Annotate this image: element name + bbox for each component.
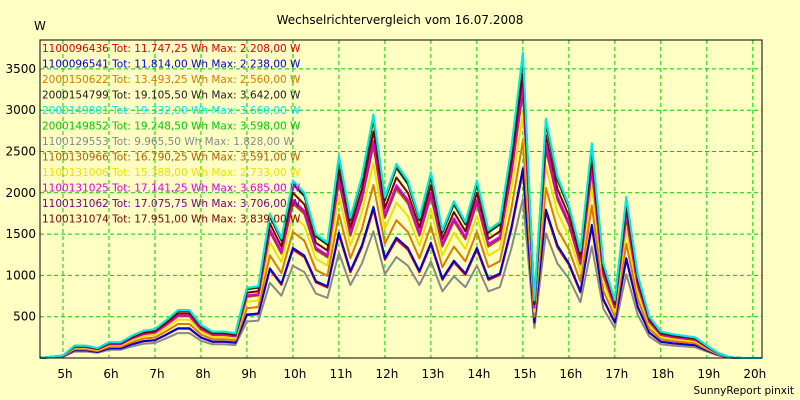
legend-entry-1100131062: 1100131062 Tot: 17.075,75 Wh Max: 3.706,…: [42, 198, 301, 210]
x-tick-label: 7h: [149, 367, 164, 381]
x-tick-label: 16h: [559, 367, 582, 381]
y-tick-label: 1500: [5, 227, 36, 241]
x-tick-label: 5h: [57, 367, 72, 381]
y-tick-label: 500: [13, 310, 36, 324]
y-tick-label: 2000: [5, 186, 36, 200]
x-tick-label: 17h: [605, 367, 628, 381]
x-tick-label: 13h: [421, 367, 444, 381]
legend: 1100096436 Tot: 11.747,25 Wh Max: 2.208,…: [42, 43, 301, 226]
legend-entry-2000154799: 2000154799 Tot: 19.105,50 Wh Max: 3.642,…: [42, 90, 301, 102]
x-tick-label: 8h: [195, 367, 210, 381]
series-line-1100096541: [39, 167, 762, 359]
x-tick-label: 11h: [329, 367, 352, 381]
legend-entry-1100131074: 1100131074 Tot: 17.951,00 Wh Max: 3.839,…: [42, 214, 301, 226]
y-axis: 500 1000 1500 2000 2500 3000 3500: [5, 62, 36, 324]
legend-entry-1100131025: 1100131025 Tot: 17.141,25 Wh Max: 3.685,…: [42, 183, 301, 195]
x-tick-label: 6h: [103, 367, 118, 381]
series-lines: [39, 51, 762, 359]
y-axis-label: W: [34, 19, 46, 33]
plot-area: [39, 39, 763, 359]
x-tick-label: 15h: [513, 367, 536, 381]
series-line-2000150622: [39, 140, 762, 359]
x-tick-label: 12h: [375, 367, 398, 381]
x-tick-label: 14h: [467, 367, 490, 381]
plot-frame: [39, 39, 763, 359]
y-tick-label: 3500: [5, 62, 36, 76]
y-tick-label: 2500: [5, 145, 36, 159]
x-tick-label: 9h: [241, 367, 256, 381]
legend-entry-1100131006: 1100131006 Tot: 15.388,00 Wh Max: 2.733,…: [42, 167, 301, 179]
series-line-1100129553: [39, 198, 762, 359]
legend-entry-2000150622: 2000150622 Tot: 13.493,25 Wh Max: 2.560,…: [42, 74, 301, 86]
legend-entry-1100096436: 1100096436 Tot: 11.747,25 Wh Max: 2.208,…: [42, 43, 301, 55]
credit-text: SunnyReport pinxit: [694, 385, 794, 397]
series-line-2000149801: [39, 51, 762, 359]
x-tick-label: 18h: [651, 367, 674, 381]
x-tick-label: 20h: [743, 367, 766, 381]
legend-entry-2000149801: 2000149801 Tot: 19.332,00 Wh Max: 3.660,…: [42, 105, 301, 117]
x-tick-label: 19h: [697, 367, 720, 381]
legend-entry-1100129553: 1100129553 Tot: 9.965,50 Wh Max: 1.828,0…: [42, 136, 294, 148]
x-tick-label: 10h: [283, 367, 306, 381]
series-line-1100131006: [39, 112, 762, 359]
y-tick-label: 1000: [5, 268, 36, 282]
legend-entry-1100130966: 1100130966 Tot: 16.790,25 Wh Max: 3.591,…: [42, 152, 301, 164]
chart-title: Wechselrichtervergleich vom 16.07.2008: [277, 13, 524, 27]
x-axis: 5h 6h 7h 8h 9h 10h 11h 12h 13h 14h 15h 16h 17h 18h 19h…: [57, 367, 766, 381]
legend-entry-2000149852: 2000149852 Tot: 19.248,50 Wh Max: 3.598,…: [42, 121, 301, 133]
y-tick-label: 3000: [5, 103, 36, 117]
legend-entry-1100096541: 1100096541 Tot: 11.814,00 Wh Max: 2.238,…: [42, 59, 301, 71]
